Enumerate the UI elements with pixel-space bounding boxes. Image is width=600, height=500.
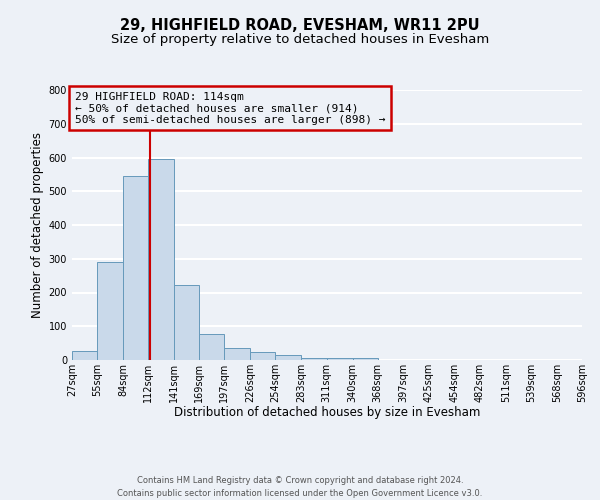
Text: 29, HIGHFIELD ROAD, EVESHAM, WR11 2PU: 29, HIGHFIELD ROAD, EVESHAM, WR11 2PU [120, 18, 480, 32]
Bar [353, 358, 377, 360]
Bar [123, 176, 148, 360]
Bar [148, 159, 174, 360]
Text: Size of property relative to detached houses in Evesham: Size of property relative to detached ho… [111, 32, 489, 46]
Bar [72, 350, 97, 360]
Bar [199, 334, 224, 360]
Bar [224, 348, 250, 360]
Bar [275, 355, 301, 360]
Bar [326, 358, 353, 360]
Text: Contains HM Land Registry data © Crown copyright and database right 2024.
Contai: Contains HM Land Registry data © Crown c… [118, 476, 482, 498]
Text: 29 HIGHFIELD ROAD: 114sqm
← 50% of detached houses are smaller (914)
50% of semi: 29 HIGHFIELD ROAD: 114sqm ← 50% of detac… [74, 92, 385, 125]
Bar [301, 358, 326, 360]
Y-axis label: Number of detached properties: Number of detached properties [31, 132, 44, 318]
X-axis label: Distribution of detached houses by size in Evesham: Distribution of detached houses by size … [174, 406, 480, 420]
Bar [174, 284, 199, 360]
Bar [97, 262, 123, 360]
Bar [250, 352, 275, 360]
